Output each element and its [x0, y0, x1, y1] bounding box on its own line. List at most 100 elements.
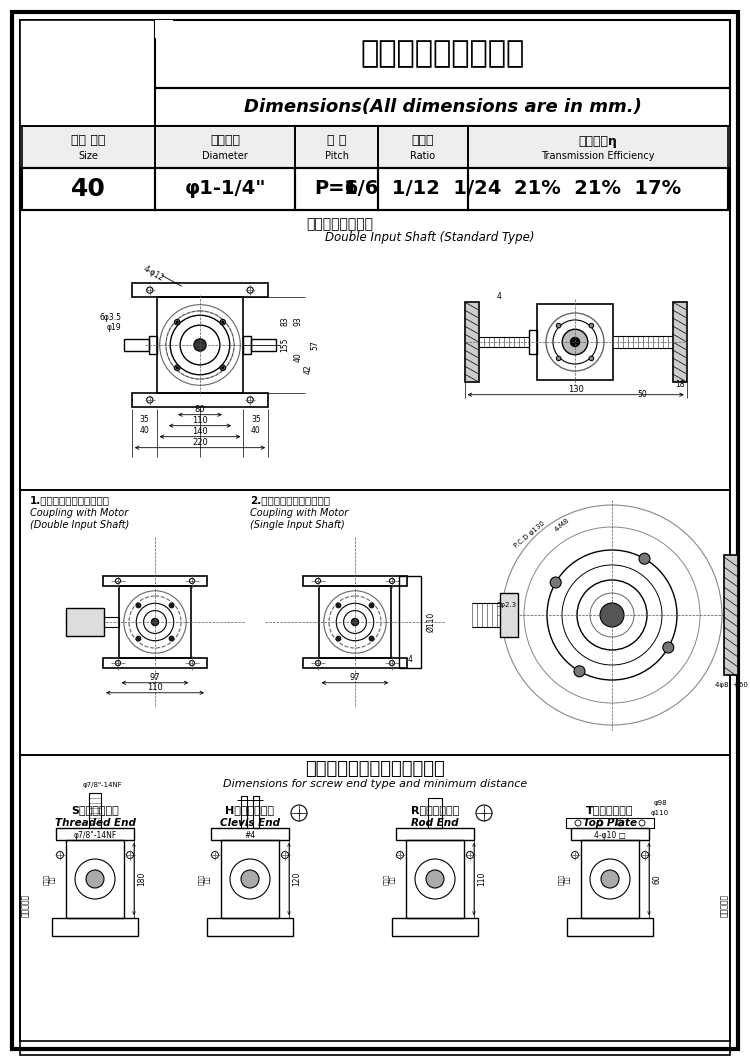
- Bar: [406, 840, 464, 918]
- Text: 110: 110: [147, 683, 163, 692]
- Bar: [400, 576, 422, 667]
- Bar: [396, 828, 474, 840]
- Bar: [251, 340, 276, 351]
- Text: 螺旋升降機外型尺寸: 螺旋升降機外型尺寸: [360, 39, 525, 69]
- Bar: [20, 20, 155, 210]
- Text: 4-M8: 4-M8: [554, 517, 571, 533]
- Text: 直立式
最小: 直立式 最小: [44, 873, 56, 885]
- Circle shape: [426, 870, 444, 888]
- Text: 97: 97: [150, 674, 160, 682]
- Text: φ7/8"-14NF: φ7/8"-14NF: [83, 782, 123, 788]
- Circle shape: [556, 356, 561, 361]
- Bar: [464, 302, 478, 382]
- Circle shape: [221, 321, 224, 324]
- Bar: [132, 283, 268, 297]
- Bar: [65, 608, 104, 636]
- Circle shape: [562, 329, 588, 354]
- Text: #4: #4: [244, 832, 256, 840]
- Text: 直立式
最小: 直立式 最小: [559, 873, 571, 885]
- Bar: [104, 618, 118, 627]
- Bar: [207, 918, 293, 936]
- Text: 4-φ12: 4-φ12: [142, 264, 166, 282]
- Text: 42: 42: [304, 364, 313, 373]
- Bar: [155, 20, 730, 88]
- Text: 60: 60: [652, 874, 662, 884]
- Circle shape: [170, 637, 174, 641]
- Bar: [673, 302, 687, 382]
- Bar: [378, 168, 468, 210]
- Bar: [468, 126, 728, 168]
- Text: 5φ2.3: 5φ2.3: [497, 602, 517, 608]
- Bar: [157, 297, 244, 393]
- Circle shape: [136, 603, 141, 608]
- Text: 直立式最小: 直立式最小: [20, 893, 29, 917]
- Text: Pitch: Pitch: [325, 151, 349, 161]
- Bar: [22, 126, 155, 168]
- Circle shape: [369, 637, 374, 641]
- Text: Size: Size: [79, 151, 98, 161]
- Text: 40: 40: [140, 427, 149, 435]
- Text: (Single Input Shaft): (Single Input Shaft): [250, 520, 345, 530]
- Text: 140: 140: [192, 428, 208, 436]
- Text: Rod End: Rod End: [411, 818, 459, 828]
- Bar: [52, 918, 138, 936]
- Bar: [20, 755, 730, 1055]
- Text: φ7/8"-14NF: φ7/8"-14NF: [74, 832, 117, 840]
- Bar: [20, 490, 730, 755]
- Circle shape: [176, 366, 178, 369]
- Circle shape: [336, 603, 340, 608]
- Text: P.C.D φ130: P.C.D φ130: [514, 521, 547, 550]
- Text: 4-φ10 □: 4-φ10 □: [594, 832, 626, 840]
- Text: 130: 130: [568, 385, 584, 395]
- Circle shape: [570, 337, 580, 347]
- Text: Top Plate: Top Plate: [583, 818, 637, 828]
- Text: 35: 35: [140, 415, 149, 424]
- Text: 220: 220: [192, 438, 208, 447]
- Text: P=6: P=6: [314, 179, 358, 198]
- Text: +: +: [296, 808, 302, 817]
- Circle shape: [550, 577, 561, 588]
- Bar: [571, 828, 649, 840]
- Bar: [66, 840, 124, 918]
- Text: 型號 規格: 型號 規格: [71, 135, 106, 147]
- Circle shape: [136, 637, 141, 641]
- Text: 雙入力（標準型）: 雙入力（標準型）: [307, 218, 374, 231]
- Text: +: +: [481, 808, 488, 817]
- Text: 93: 93: [294, 316, 303, 326]
- Text: 35: 35: [251, 415, 261, 424]
- Circle shape: [176, 321, 178, 324]
- Bar: [392, 918, 478, 936]
- Circle shape: [589, 356, 594, 361]
- Circle shape: [86, 870, 104, 888]
- Text: 120: 120: [292, 872, 302, 886]
- Bar: [378, 126, 468, 168]
- Bar: [211, 828, 289, 840]
- Text: 螺 距: 螺 距: [327, 135, 346, 147]
- Text: φ19: φ19: [107, 323, 122, 331]
- Text: T型（頂板式）: T型（頂板式）: [586, 805, 634, 815]
- Circle shape: [600, 603, 624, 627]
- Bar: [149, 336, 157, 354]
- Text: 4φ8  +60: 4φ8 +60: [715, 682, 748, 688]
- Circle shape: [574, 666, 585, 677]
- Circle shape: [338, 605, 340, 607]
- Text: 110: 110: [478, 872, 487, 886]
- Circle shape: [137, 638, 140, 640]
- Bar: [20, 126, 730, 168]
- Bar: [428, 798, 442, 828]
- Text: 4: 4: [408, 656, 413, 664]
- Text: Ratio: Ratio: [410, 151, 436, 161]
- Text: 155: 155: [280, 337, 290, 352]
- Text: Transmission Efficiency: Transmission Efficiency: [542, 151, 655, 161]
- Bar: [118, 586, 191, 659]
- Text: 80: 80: [195, 405, 206, 414]
- Bar: [103, 659, 207, 667]
- Text: Clevis End: Clevis End: [220, 818, 280, 828]
- Text: Dimensions(All dimensions are in mm.): Dimensions(All dimensions are in mm.): [244, 98, 641, 116]
- Bar: [537, 305, 613, 380]
- Bar: [155, 168, 295, 210]
- Circle shape: [152, 619, 159, 626]
- Bar: [567, 918, 653, 936]
- Bar: [303, 576, 407, 586]
- Bar: [500, 593, 518, 637]
